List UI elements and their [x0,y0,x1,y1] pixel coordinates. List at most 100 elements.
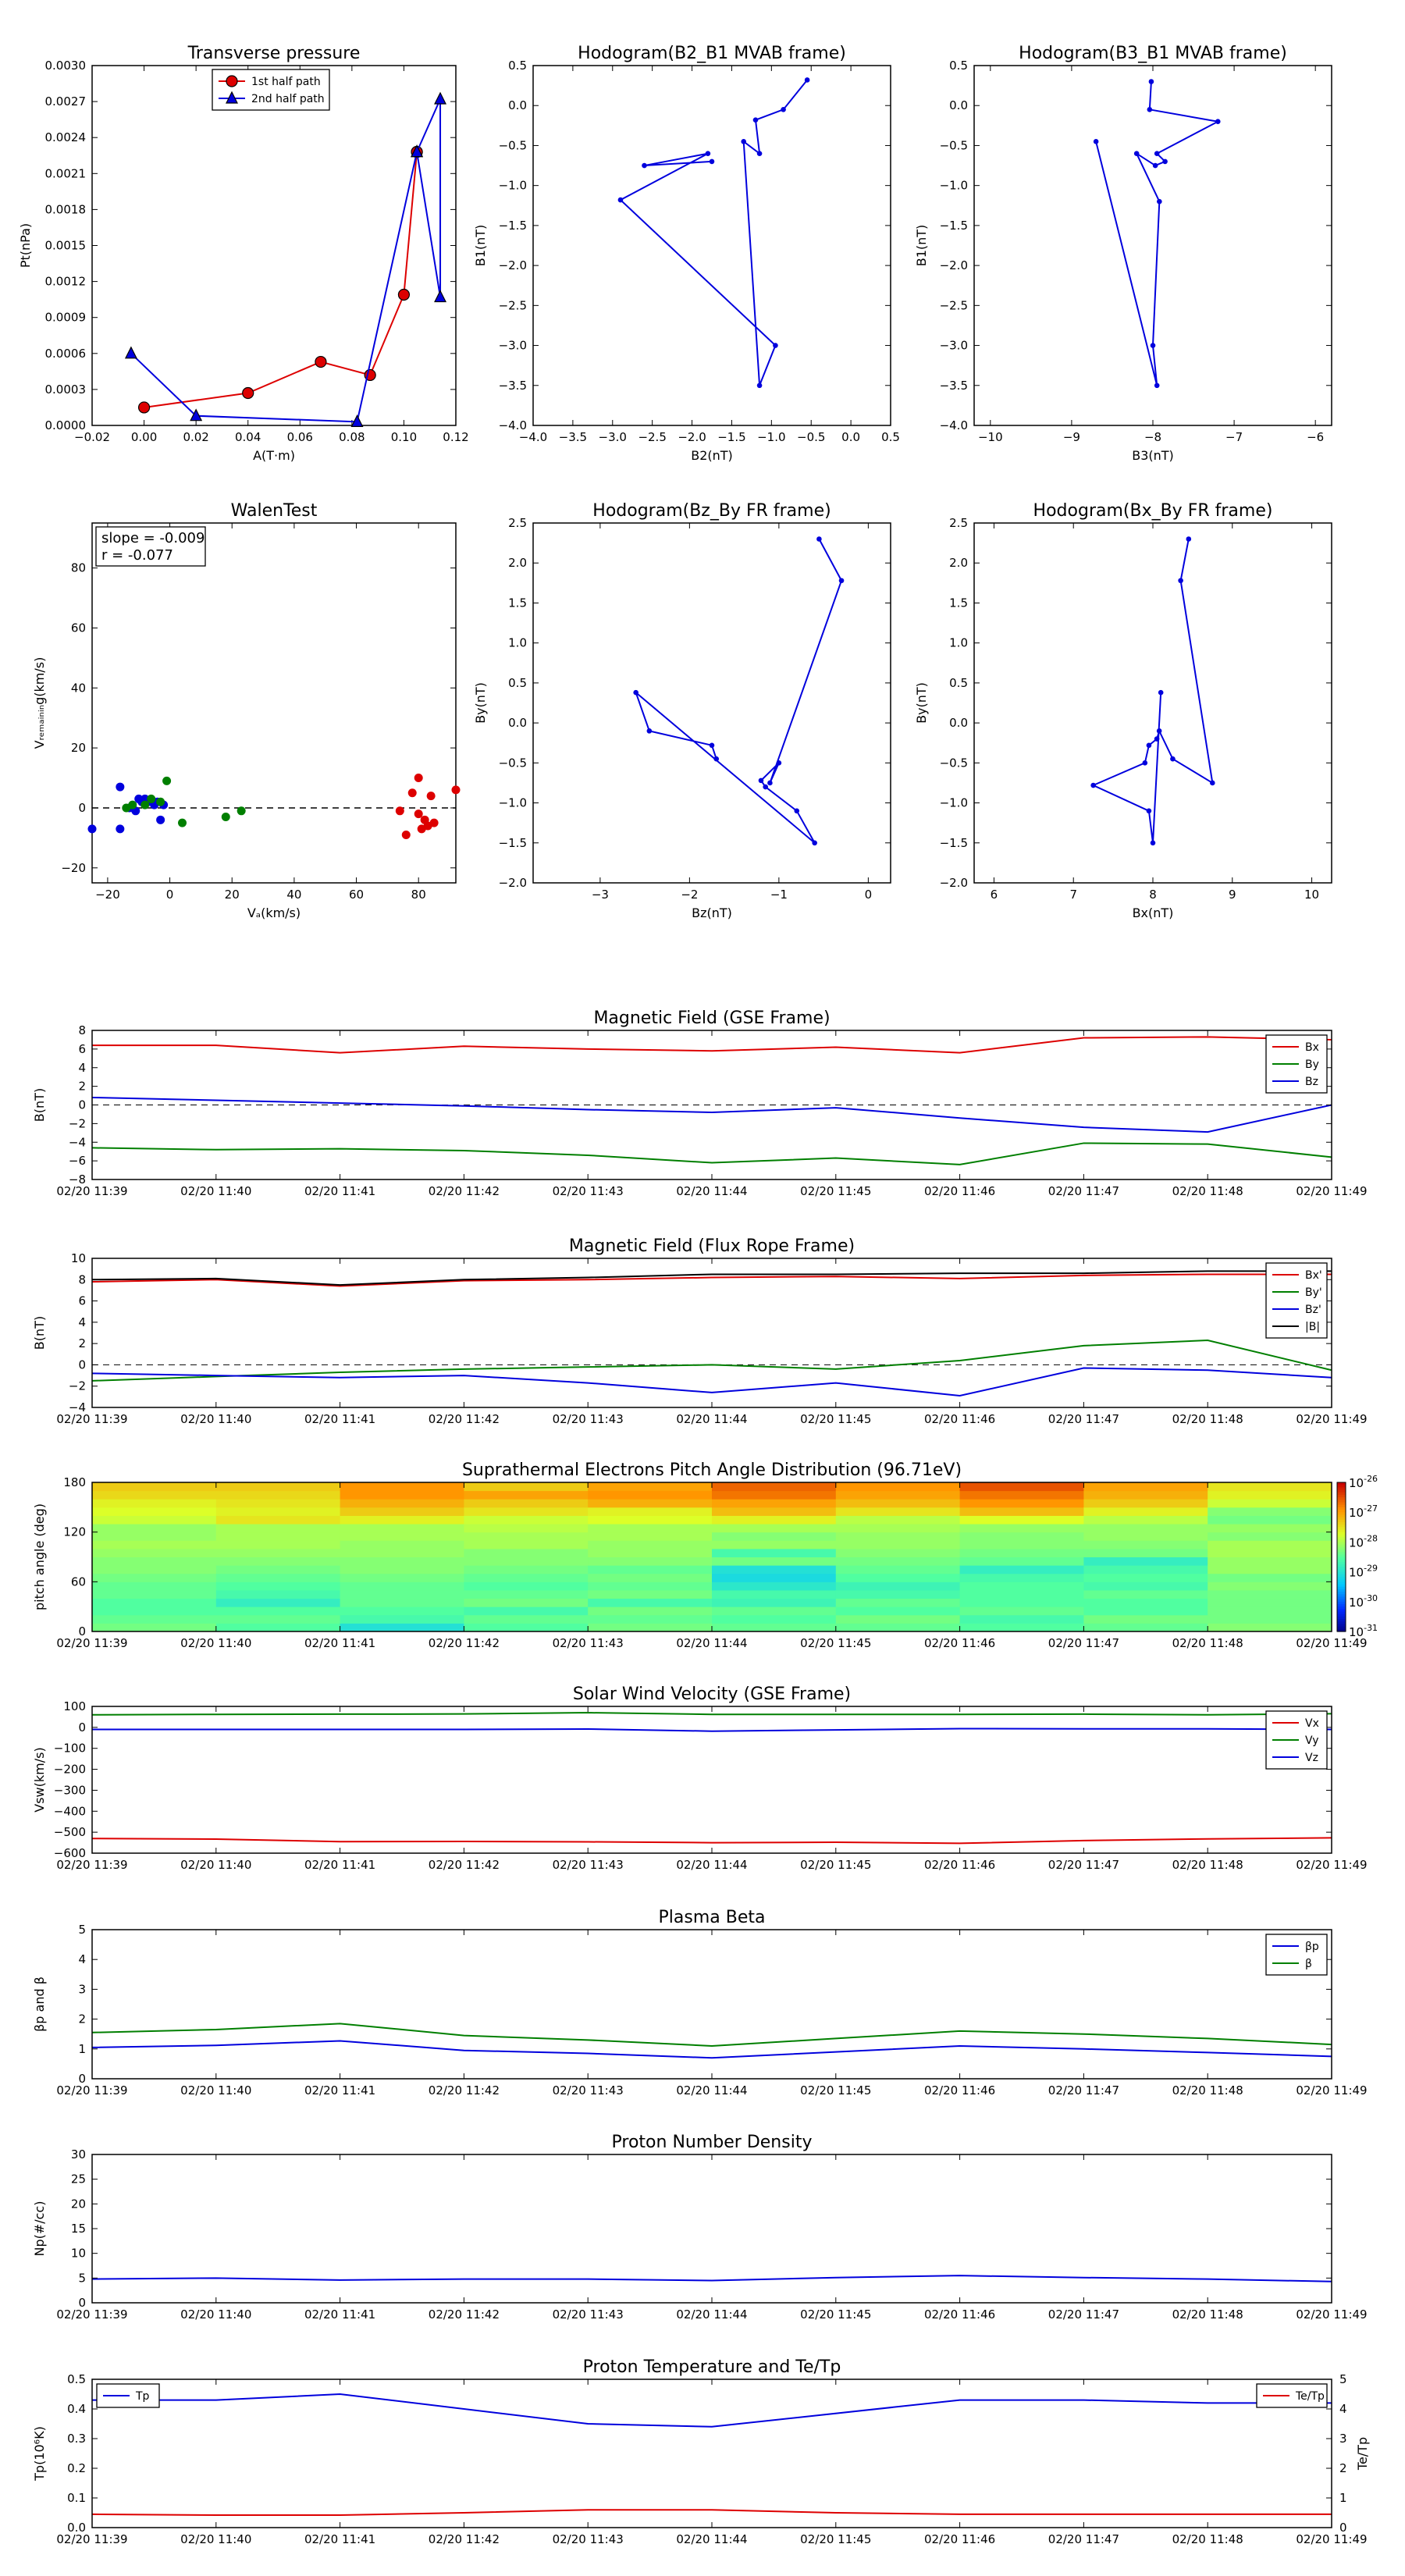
heatmap-cell [1208,1548,1332,1557]
panel-title: Hodogram(Bz_By FR frame) [592,501,831,521]
heatmap-cell [712,1532,837,1541]
heatmap-cell [959,1573,1084,1582]
y-tick-label: 60 [71,1574,86,1589]
y-tick-label: 0 [78,801,86,815]
y-tick-label: 2 [78,2012,86,2026]
data-point [140,800,150,809]
colorbar-segment [1337,1616,1346,1620]
x-tick-label: 0.0 [841,430,860,444]
x-tick-label: −2.0 [678,430,706,444]
heatmap-cell [92,1540,217,1550]
heatmap-cell [215,1532,341,1541]
heatmap-cell [215,1540,341,1550]
y-tick-label: 2.5 [508,516,527,530]
series-line [634,539,843,844]
data-point [758,777,764,784]
series-line [91,1273,1332,1287]
time-tick-label: 02/20 11:45 [800,1858,871,1872]
plot-frame [91,65,457,426]
heatmap-cell [1083,1532,1208,1541]
y-tick-label: 0.0 [508,716,527,730]
colorbar-segment [1337,1557,1346,1560]
time-tick-label: 02/20 11:49 [1296,2307,1367,2322]
time-tick-label: 02/20 11:42 [429,1412,500,1426]
colorbar-segment [1337,1517,1346,1521]
heatmap-cell [835,1582,961,1591]
time-tick-label: 02/20 11:47 [1048,1858,1119,1872]
data-point [397,288,411,301]
data-point [633,689,638,696]
x-tick-label: −2.5 [638,430,666,444]
y-tick-label: 0.5 [508,676,527,690]
heatmap-cell [835,1557,961,1566]
colorbar-segment [1337,1532,1346,1535]
time-tick-label: 02/20 11:39 [56,2083,127,2097]
data-point [116,824,125,834]
colorbar-segment [1337,1529,1346,1533]
series-line [91,1096,1332,1133]
heatmap-cell [712,1614,837,1624]
y-tick-label: 0.5 [949,676,968,690]
y-tick-label: 0 [78,1357,86,1372]
series-line [91,2023,1332,2047]
series-line [91,1837,1332,1845]
series-line [91,1270,1332,1286]
heatmap-cell [1083,1573,1208,1582]
x-axis-label: B2(nT) [691,448,733,463]
colorbar-segment [1337,1589,1346,1592]
time-tick-label: 02/20 11:46 [924,1858,995,1872]
y-axis-label: Vᵣₑₘₐᵢₙᵢₙg(km/s) [32,657,47,749]
heatmap-cell [712,1598,837,1607]
x-tick-label: −0.5 [797,430,825,444]
heatmap-cell [835,1507,961,1516]
x-tick-label: −4.0 [519,430,547,444]
colorbar-segment [1337,1504,1346,1508]
time-tick-label: 02/20 11:43 [553,1184,624,1198]
panel-hodo3: −2.0 −1.5 −1.0 −0.5 0.0 0.5 1.0 1.5 2.0 2.5 −3 −2 −1… [473,501,891,920]
x-axis-label: B3(nT) [1132,448,1174,463]
y-axis-label-right: Te/Tp [1355,2437,1370,2471]
heatmap-cell [92,1499,217,1508]
y-tick-label: −6 [69,1154,86,1168]
heatmap-cell [712,1623,837,1632]
data-point [434,290,446,303]
y-tick-label: −8 [69,1172,86,1187]
series-line [92,1727,1332,1732]
heatmap-cell [959,1582,1084,1591]
time-tick-label: 02/20 11:41 [304,1858,375,1872]
heatmap-cell [959,1540,1084,1550]
y-tick-label: −2.0 [940,876,968,890]
heatmap-cell [464,1606,589,1616]
heatmap-cell [712,1548,837,1557]
heatmap-cell [712,1515,837,1525]
heatmap-cell [1208,1540,1332,1550]
panel-temp: 0.0 0.1 0.2 0.3 0.4 0.5 0 1 2 3 4 5 02/20 11:39 02/20… [32,2357,1370,2546]
time-tick-label: 02/20 11:46 [924,2307,995,2322]
legend-label: Bx [1305,1041,1319,1054]
series-line [619,79,808,386]
panel-title: Hodogram(B3_B1 MVAB frame) [1019,44,1287,63]
x-tick-label: −6 [1307,430,1324,444]
y-tick-label: 1.0 [949,636,968,650]
heatmap-cell [835,1532,961,1541]
heatmap-cell [588,1614,713,1624]
heatmap-cell [1208,1507,1332,1516]
data-point [646,728,653,734]
panel-title: WalenTest [231,501,318,521]
legend-label: β [1305,1958,1312,1970]
heatmap-cell [464,1499,589,1508]
y-tick-label-right: 4 [1339,2402,1347,2416]
data-point [1154,151,1160,156]
data-point [401,831,411,840]
data-point [1178,578,1183,584]
y-tick-label: 30 [71,2147,86,2161]
y-axis-label: B(nT) [32,1316,47,1350]
heatmap-cell [959,1490,1084,1500]
legend-label: Bz' [1305,1304,1321,1316]
x-tick-label: −2 [681,888,698,902]
x-tick-label: 0.5 [881,430,900,444]
heatmap-cell [1083,1540,1208,1550]
heatmap-cell [712,1582,837,1591]
panel-vsw: −600 −500 −400 −300 −200 −100 0 100 02/20 11:39 0… [32,1685,1368,1872]
heatmap-cell [588,1507,713,1516]
